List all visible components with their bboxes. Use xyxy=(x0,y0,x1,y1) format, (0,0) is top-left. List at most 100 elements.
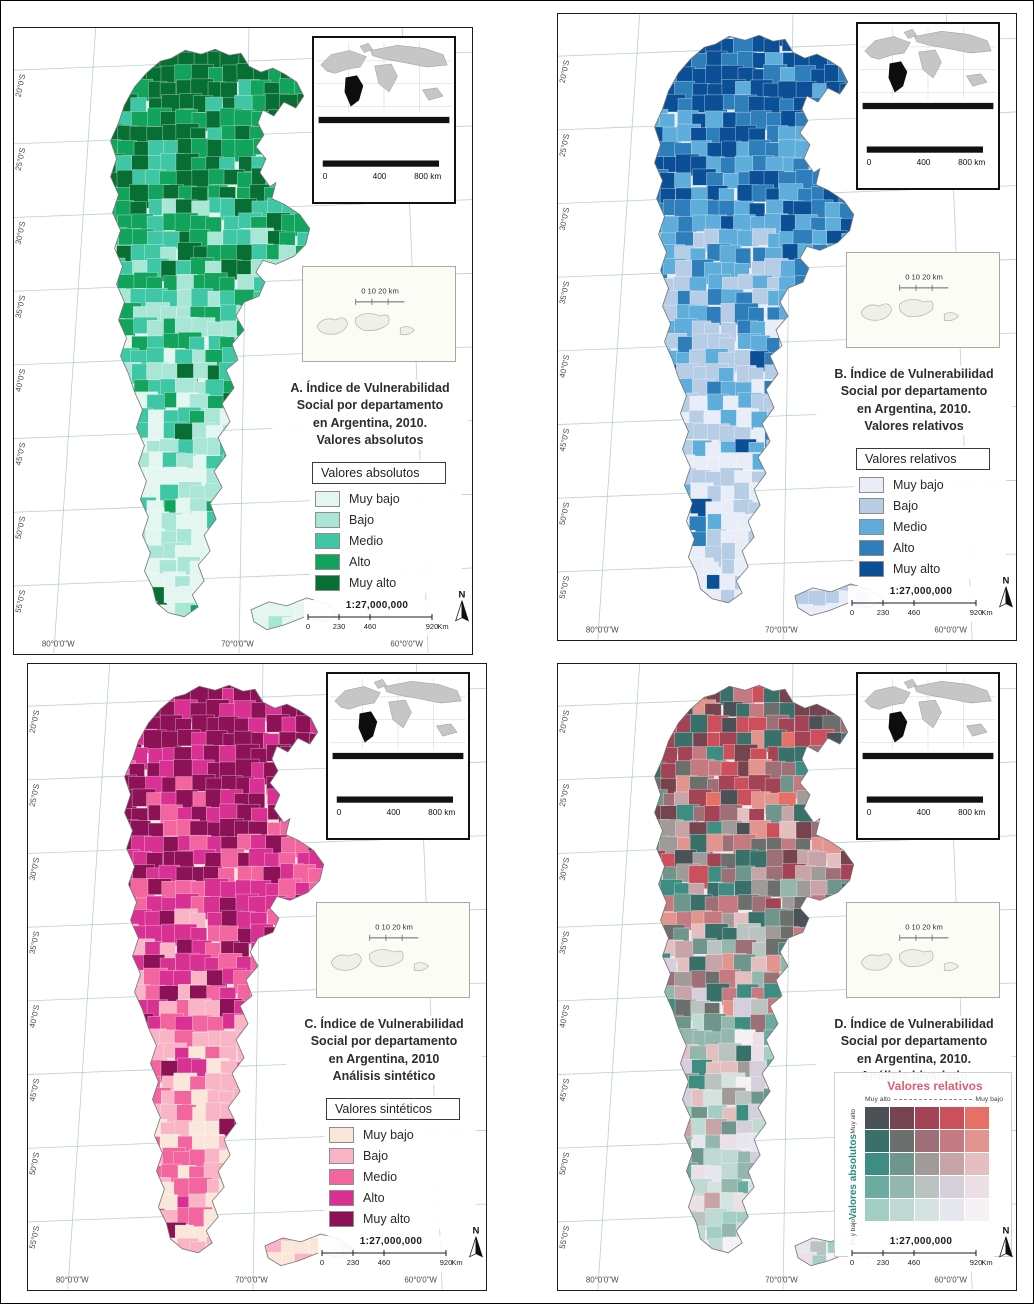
island-east-shape xyxy=(899,949,934,967)
bivariate-y-title: Valores absolutos xyxy=(847,1133,859,1220)
scale-tick-label: 920 xyxy=(426,622,439,631)
legend-item: Alto xyxy=(859,540,1004,556)
legend-swatch xyxy=(329,1190,354,1206)
map-title-line: Análisis sintético xyxy=(332,1068,436,1083)
scale-tick-label: 0 xyxy=(850,1258,854,1267)
legend-swatch xyxy=(315,575,340,591)
antarctica-band xyxy=(332,752,464,760)
bivariate-legend-cell xyxy=(965,1153,989,1175)
map-title: B. Índice de Vulnerabilidad Social por d… xyxy=(816,366,1012,435)
latitude-label: 45°0'S xyxy=(558,428,571,453)
north-america-shape xyxy=(320,50,367,74)
latitude-label: 50°0'S xyxy=(28,1151,41,1176)
legend-item: Medio xyxy=(859,519,1004,535)
eurasia-shape xyxy=(384,681,462,704)
bivariate-legend-cell xyxy=(915,1130,939,1152)
north-arrow: N xyxy=(996,574,1016,610)
bivariate-x-title: Valores relativos xyxy=(887,1079,983,1093)
scale-bar: 1:27,000,000 0 230 460 920 Km xyxy=(318,1236,464,1272)
world-scale-label: 0 xyxy=(323,171,328,181)
latitude-label: 20°0'S xyxy=(558,59,571,84)
legend-swatch xyxy=(315,491,340,507)
legend-label: Alto xyxy=(363,1191,385,1205)
latitude-label: 35°0'S xyxy=(14,294,27,319)
legend-label: Bajo xyxy=(893,499,919,513)
map-panel-b: 20°0'S 25°0'S 30°0'S 35°0'S 40°0'S 45°0'S 50°0… xyxy=(557,13,1017,641)
world-scale-label: 400 xyxy=(917,157,931,167)
legend-item: Muy alto xyxy=(315,575,460,591)
bivariate-legend-cell xyxy=(865,1153,889,1175)
latitude-label: 55°0'S xyxy=(558,575,571,600)
africa-shape xyxy=(374,63,398,93)
latitude-label: 45°0'S xyxy=(558,1078,571,1103)
island-west-shape xyxy=(316,317,348,335)
legend-items: Muy bajo Bajo Medio Alto Muy alto xyxy=(856,477,1004,577)
north-america-shape xyxy=(864,36,911,60)
scale-bar: 1:27,000,000 0 230 460 920 Km xyxy=(848,586,994,622)
legend-item: Muy alto xyxy=(859,561,1004,577)
scale-tick-label: 0 xyxy=(306,622,310,631)
world-map-graphic: 0 400 800 km xyxy=(316,42,452,181)
island-west-shape xyxy=(330,953,362,971)
latitude-label: 40°0'S xyxy=(558,1004,571,1029)
australia-shape xyxy=(436,723,458,737)
scale-tick-label: 230 xyxy=(347,1258,360,1267)
antarctica-band xyxy=(318,116,450,124)
north-arrow: N xyxy=(996,1224,1016,1260)
scale-tick-label: 0 xyxy=(320,1258,324,1267)
latitude-label: 50°0'S xyxy=(558,501,571,526)
map-title-line: A. Índice de Vulnerabilidad xyxy=(290,381,450,395)
legend-label: Muy bajo xyxy=(349,492,400,506)
scale-tick-label: 0 xyxy=(850,608,854,617)
bivariate-body: Muy alto Valores absolutos Muy bajo xyxy=(841,1107,1005,1248)
legend-label: Alto xyxy=(893,541,915,555)
world-map-graphic: 0 400 800 km xyxy=(330,678,466,817)
islands-inset-map: 0 10 20 km xyxy=(302,266,456,362)
map-title-line: Valores relativos xyxy=(864,418,964,433)
eurasia-shape xyxy=(914,31,992,54)
north-arrow-graphic: N xyxy=(999,576,1013,608)
latitude-label: 25°0'S xyxy=(558,133,571,158)
world-inset-map: 0 400 800 km xyxy=(312,36,456,204)
map-title-line: en Argentina, 2010 xyxy=(328,1051,440,1066)
north-america-shape xyxy=(864,686,911,710)
legend-item: Bajo xyxy=(329,1148,474,1164)
scale-ratio: 1:27,000,000 xyxy=(359,1236,423,1247)
islands-map-graphic: 0 10 20 km xyxy=(860,923,959,972)
islands-scale-label: 0 10 20 km xyxy=(905,923,943,932)
scale-tick-label: 460 xyxy=(908,1258,921,1267)
longitude-label: 70°0'0"W xyxy=(765,626,798,635)
bivariate-legend-cell xyxy=(940,1176,964,1198)
north-arrow-graphic: N xyxy=(999,1226,1013,1258)
bivariate-dash-line xyxy=(893,1099,973,1100)
map-title: C. Índice de Vulnerabilidad Social por d… xyxy=(286,1016,482,1085)
north-letter: N xyxy=(459,590,466,601)
legend-swatch xyxy=(329,1127,354,1143)
map-panel-c: 20°0'S 25°0'S 30°0'S 35°0'S 40°0'S 45°0'S 50°0… xyxy=(27,663,487,1291)
scale-bar: 1:27,000,000 0 230 460 920 Km xyxy=(848,1236,994,1272)
longitude-label: 80°0'0"W xyxy=(586,626,619,635)
latitude-label: 50°0'S xyxy=(14,515,27,540)
argentina-outline xyxy=(110,48,311,618)
map-title-line: en Argentina, 2010. xyxy=(312,415,428,430)
legend-label: Muy alto xyxy=(363,1212,411,1226)
legend-item: Muy bajo xyxy=(859,477,1004,493)
island-east-shape xyxy=(355,313,390,331)
scale-tick-label: 920 xyxy=(970,608,983,617)
south-america-highlight xyxy=(344,75,364,107)
latitude-label: 30°0'S xyxy=(28,857,41,882)
north-letter: N xyxy=(1003,1226,1010,1237)
scale-tick-label: 230 xyxy=(877,608,890,617)
latitude-label: 55°0'S xyxy=(14,589,27,614)
bivariate-legend-cell xyxy=(865,1199,889,1221)
island-west-shape xyxy=(860,303,892,321)
latitude-label: 45°0'S xyxy=(14,442,27,467)
scale-tick-label: 460 xyxy=(908,608,921,617)
north-arrow-graphic: N xyxy=(469,1226,483,1258)
islands-scale-label: 0 10 20 km xyxy=(905,273,943,282)
australia-shape xyxy=(422,87,444,101)
legend-items: Muy bajo Bajo Medio Alto Muy alto xyxy=(326,1127,474,1227)
scale-unit-label: Km xyxy=(981,1258,992,1267)
latitude-label: 50°0'S xyxy=(558,1151,571,1176)
scale-bar-graphic: 0 230 460 920 Km xyxy=(850,600,993,617)
